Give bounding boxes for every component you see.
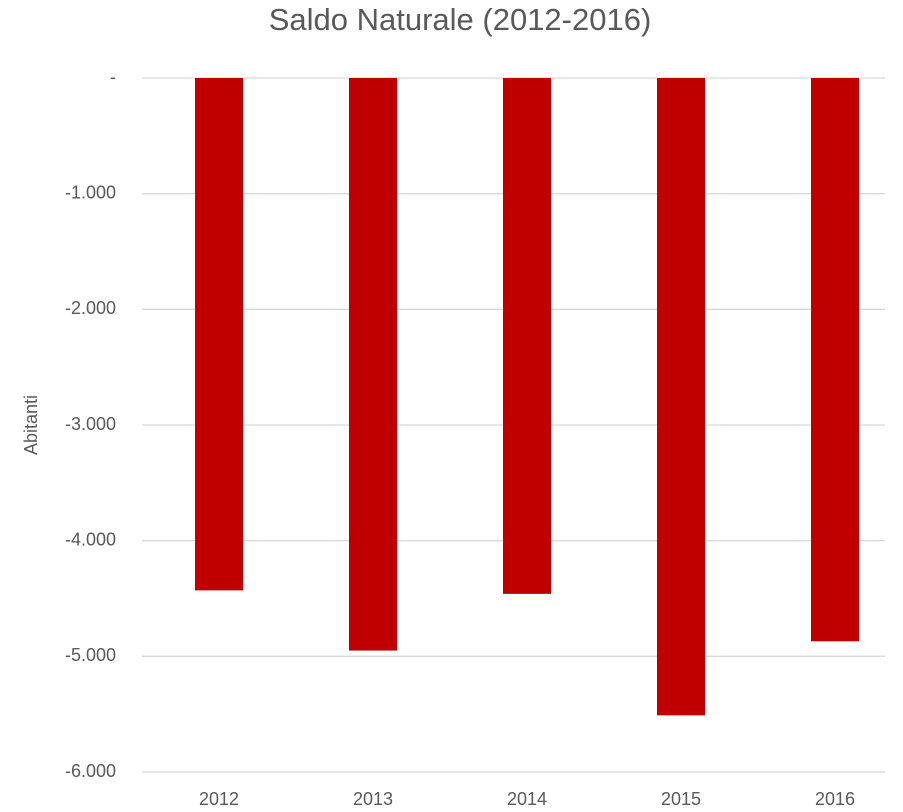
x-tick-label: 2016 (815, 789, 855, 809)
y-tick-label: -5.000 (65, 645, 116, 665)
x-tick-label: 2012 (199, 789, 239, 809)
x-tick-label: 2014 (507, 789, 547, 809)
y-tick-label: -6.000 (65, 761, 116, 781)
y-tick-label: -3.000 (65, 414, 116, 434)
bar (657, 78, 705, 716)
chart-title: Saldo Naturale (2012-2016) (269, 2, 652, 37)
bar (811, 78, 859, 642)
bar (503, 78, 551, 594)
y-axis-label: Abitanti (21, 395, 41, 455)
y-tick-label: - (110, 67, 116, 87)
x-tick-label: 2015 (661, 789, 701, 809)
y-tick-label: -2.000 (65, 298, 116, 318)
bar (195, 78, 243, 591)
y-tick-label: -4.000 (65, 529, 116, 549)
y-tick-label: -1.000 (65, 182, 116, 202)
x-tick-label: 2013 (353, 789, 393, 809)
bar (349, 78, 397, 651)
